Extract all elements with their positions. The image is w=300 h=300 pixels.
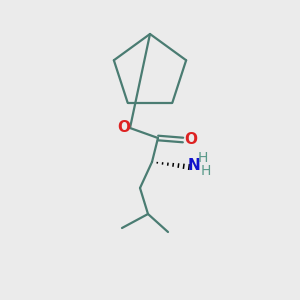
Text: H: H — [201, 164, 211, 178]
Text: O: O — [184, 133, 197, 148]
Text: O: O — [118, 121, 130, 136]
Text: H: H — [198, 151, 208, 165]
Text: N: N — [188, 158, 200, 173]
